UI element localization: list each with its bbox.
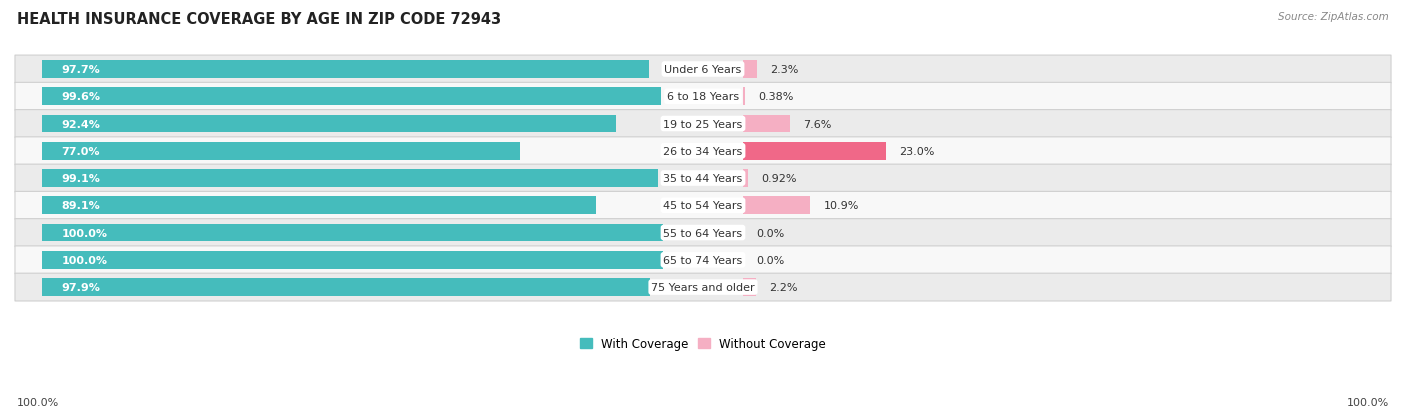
FancyBboxPatch shape	[15, 138, 1391, 165]
Bar	[742, 88, 745, 106]
Text: 100.0%: 100.0%	[62, 228, 107, 238]
Text: 2.3%: 2.3%	[770, 65, 799, 75]
Text: Source: ZipAtlas.com: Source: ZipAtlas.com	[1278, 12, 1389, 22]
Text: HEALTH INSURANCE COVERAGE BY AGE IN ZIP CODE 72943: HEALTH INSURANCE COVERAGE BY AGE IN ZIP …	[17, 12, 501, 27]
Text: 97.9%: 97.9%	[62, 282, 100, 292]
Text: 7.6%: 7.6%	[803, 119, 831, 129]
Bar	[42, 197, 596, 215]
Text: 99.1%: 99.1%	[62, 173, 100, 184]
Text: 0.0%: 0.0%	[756, 255, 785, 265]
Bar	[42, 61, 650, 78]
Text: 35 to 44 Years: 35 to 44 Years	[664, 173, 742, 184]
Bar	[742, 170, 748, 188]
Text: 55 to 64 Years: 55 to 64 Years	[664, 228, 742, 238]
Text: 26 to 34 Years: 26 to 34 Years	[664, 147, 742, 157]
Text: 100.0%: 100.0%	[1347, 397, 1389, 407]
Text: 2.2%: 2.2%	[769, 282, 799, 292]
Text: 19 to 25 Years: 19 to 25 Years	[664, 119, 742, 129]
FancyBboxPatch shape	[15, 56, 1391, 84]
Text: 0.92%: 0.92%	[762, 173, 797, 184]
Text: 6 to 18 Years: 6 to 18 Years	[666, 92, 740, 102]
Bar	[742, 142, 886, 160]
Text: 77.0%: 77.0%	[62, 147, 100, 157]
Text: 100.0%: 100.0%	[62, 255, 107, 265]
Legend: With Coverage, Without Coverage: With Coverage, Without Coverage	[575, 332, 831, 355]
Text: 45 to 54 Years: 45 to 54 Years	[664, 201, 742, 211]
Bar	[742, 278, 756, 296]
Bar	[42, 142, 520, 160]
Bar	[42, 224, 664, 242]
Bar	[42, 115, 616, 133]
Bar	[742, 197, 810, 215]
Text: Under 6 Years: Under 6 Years	[665, 65, 741, 75]
Bar	[42, 88, 661, 106]
Text: 0.38%: 0.38%	[758, 92, 793, 102]
FancyBboxPatch shape	[15, 219, 1391, 247]
Text: 92.4%: 92.4%	[62, 119, 100, 129]
FancyBboxPatch shape	[15, 110, 1391, 138]
Text: 75 Years and older: 75 Years and older	[651, 282, 755, 292]
Text: 89.1%: 89.1%	[62, 201, 100, 211]
Bar	[742, 115, 790, 133]
Text: 65 to 74 Years: 65 to 74 Years	[664, 255, 742, 265]
Bar	[42, 170, 658, 188]
Text: 10.9%: 10.9%	[824, 201, 859, 211]
Text: 100.0%: 100.0%	[17, 397, 59, 407]
Text: 23.0%: 23.0%	[898, 147, 935, 157]
FancyBboxPatch shape	[15, 83, 1391, 111]
Bar	[742, 61, 756, 78]
FancyBboxPatch shape	[15, 273, 1391, 301]
Text: 0.0%: 0.0%	[756, 228, 785, 238]
Text: 99.6%: 99.6%	[62, 92, 100, 102]
FancyBboxPatch shape	[15, 192, 1391, 220]
FancyBboxPatch shape	[15, 246, 1391, 274]
Bar	[42, 278, 650, 296]
FancyBboxPatch shape	[15, 165, 1391, 192]
Bar	[42, 252, 664, 269]
Text: 97.7%: 97.7%	[62, 65, 100, 75]
